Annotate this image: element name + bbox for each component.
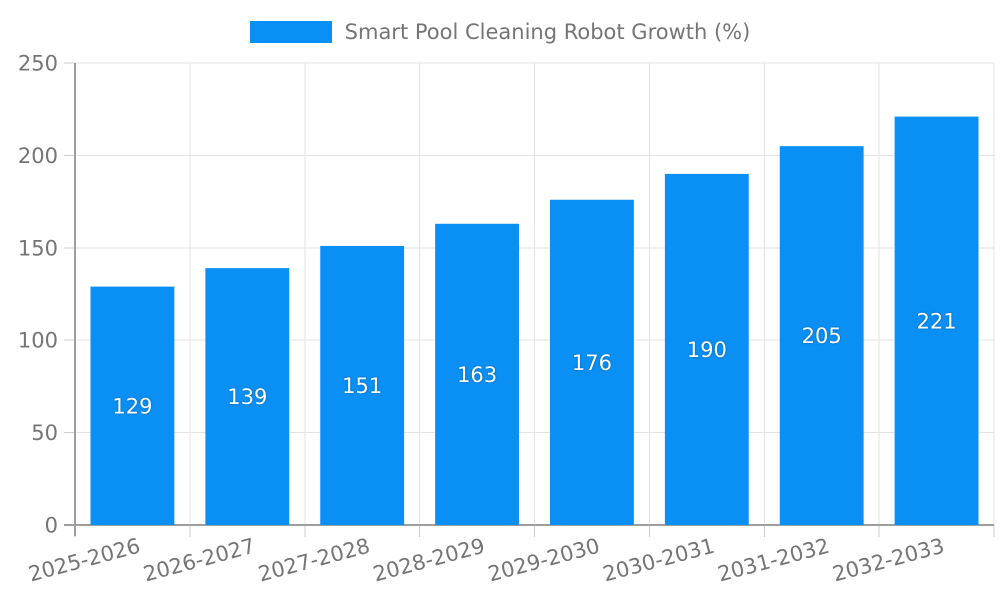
y-tick-label: 100 — [18, 329, 58, 353]
x-tick-label: 2028-2029 — [371, 534, 488, 587]
legend-label: Smart Pool Cleaning Robot Growth (%) — [344, 20, 751, 44]
bar-value-label: 139 — [227, 385, 267, 409]
y-tick-label: 250 — [18, 52, 58, 76]
bar-2025-2026[interactable] — [90, 286, 175, 525]
x-tick-label: 2029-2030 — [485, 534, 602, 587]
bar-2032-2033[interactable] — [894, 116, 979, 525]
bar-value-label: 151 — [342, 374, 382, 398]
bar-2030-2031[interactable] — [664, 173, 749, 525]
bar-2027-2028[interactable] — [320, 245, 405, 525]
y-axis-labels: 0 50 100 150 200 250 — [18, 52, 58, 538]
bar-value-label: 205 — [802, 324, 842, 348]
bar-2028-2029[interactable] — [435, 223, 519, 525]
x-tick-label: 2030-2031 — [600, 534, 717, 587]
legend-swatch — [249, 21, 332, 43]
bar-value-label: 129 — [112, 394, 152, 418]
bar-2031-2032[interactable] — [779, 146, 864, 525]
y-tick-label: 200 — [18, 144, 58, 168]
bar-value-label: 176 — [572, 351, 612, 375]
value-labels: 129 139 151 163 176 190 205 221 — [112, 309, 956, 418]
x-tick-label: 2026-2027 — [141, 534, 258, 587]
x-tick-label: 2027-2028 — [256, 534, 373, 587]
y-tick-label: 0 — [45, 514, 58, 538]
x-tick-label: 2031-2032 — [715, 534, 832, 587]
y-tick-label: 50 — [31, 421, 58, 445]
bar-value-label: 163 — [457, 363, 497, 387]
bar-value-label: 221 — [917, 309, 957, 333]
x-tick-label: 2025-2026 — [26, 534, 143, 587]
bar-2026-2027[interactable] — [205, 268, 290, 525]
bars — [90, 116, 979, 525]
y-tick-label: 150 — [18, 236, 58, 260]
x-axis-labels: 2025-20262026-20272027-20282028-20292029… — [26, 534, 947, 587]
x-tick-label: 2032-2033 — [830, 534, 947, 587]
legend[interactable]: Smart Pool Cleaning Robot Growth (%) — [0, 21, 1000, 43]
bar-2029-2030[interactable] — [550, 199, 634, 525]
bar-value-label: 190 — [687, 338, 727, 362]
